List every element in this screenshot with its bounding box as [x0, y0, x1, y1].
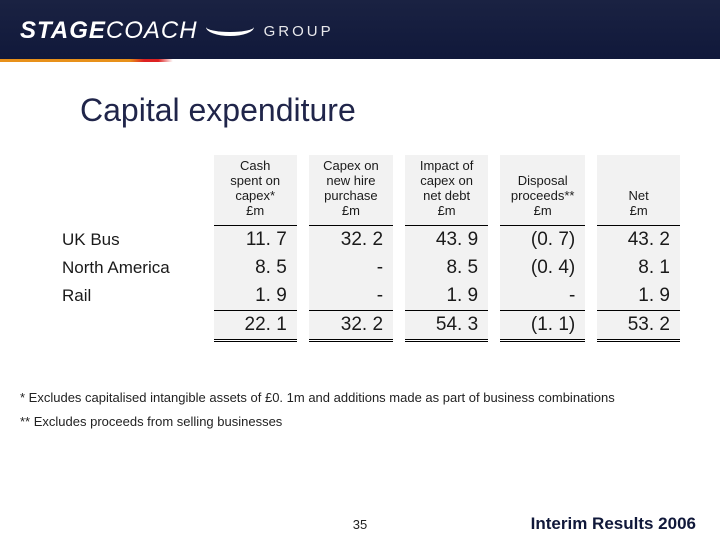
slide-title: Capital expenditure: [80, 92, 720, 129]
table-row: North America8. 5-8. 5(0. 4)8. 1: [56, 254, 680, 282]
cell: -: [309, 254, 393, 282]
cell: 8. 5: [405, 254, 488, 282]
cell: -: [309, 282, 393, 311]
col-head-3: Disposalproceeds**£m: [500, 155, 585, 225]
table-header-row: Cashspent oncapex*£m Capex onnew hirepur…: [56, 155, 680, 225]
row-label: North America: [56, 254, 214, 282]
cell: 11. 7: [214, 225, 297, 254]
page-number: 35: [353, 517, 367, 532]
footnotes: * Excludes capitalised intangible assets…: [20, 386, 700, 435]
cell: 8. 1: [597, 254, 680, 282]
header-accent-line: [0, 59, 720, 62]
table-total-row: 22. 1 32. 2 54. 3 (1. 1) 53. 2: [56, 310, 680, 340]
total-cell: 53. 2: [597, 310, 680, 340]
row-label: Rail: [56, 282, 214, 311]
total-cell: (1. 1): [500, 310, 585, 340]
brand-name-1: STAGE: [20, 17, 106, 45]
cell: (0. 4): [500, 254, 585, 282]
footnote-1: * Excludes capitalised intangible assets…: [20, 386, 700, 411]
brand-name-2: COACH: [106, 17, 198, 45]
brand-suffix: GROUP: [264, 23, 334, 40]
row-label: UK Bus: [56, 225, 214, 254]
cell: -: [500, 282, 585, 311]
cell: 8. 5: [214, 254, 297, 282]
capex-table: Cashspent oncapex*£m Capex onnew hirepur…: [56, 155, 680, 342]
total-cell: 54. 3: [405, 310, 488, 340]
table-row: UK Bus11. 7 32. 2 43. 9 (0. 7) 43. 2: [56, 225, 680, 254]
cell: 1. 9: [597, 282, 680, 311]
col-head-2: Impact ofcapex onnet debt£m: [405, 155, 488, 225]
table-row: Rail1. 9-1. 9-1. 9: [56, 282, 680, 311]
footnote-2: ** Excludes proceeds from selling busine…: [20, 410, 700, 435]
footer-title: Interim Results 2006: [531, 514, 696, 534]
swoosh-icon: [206, 18, 254, 36]
brand-header: STAGECOACH GROUP: [0, 0, 720, 62]
col-head-1: Capex onnew hirepurchase£m: [309, 155, 393, 225]
col-head-0: Cashspent oncapex*£m: [214, 155, 297, 225]
total-cell: 22. 1: [214, 310, 297, 340]
cell: (0. 7): [500, 225, 585, 254]
cell: 43. 2: [597, 225, 680, 254]
col-head-4: Net£m: [597, 155, 680, 225]
cell: 32. 2: [309, 225, 393, 254]
cell: 1. 9: [405, 282, 488, 311]
cell: 43. 9: [405, 225, 488, 254]
cell: 1. 9: [214, 282, 297, 311]
brand-logo: STAGECOACH GROUP: [20, 17, 334, 45]
total-cell: 32. 2: [309, 310, 393, 340]
